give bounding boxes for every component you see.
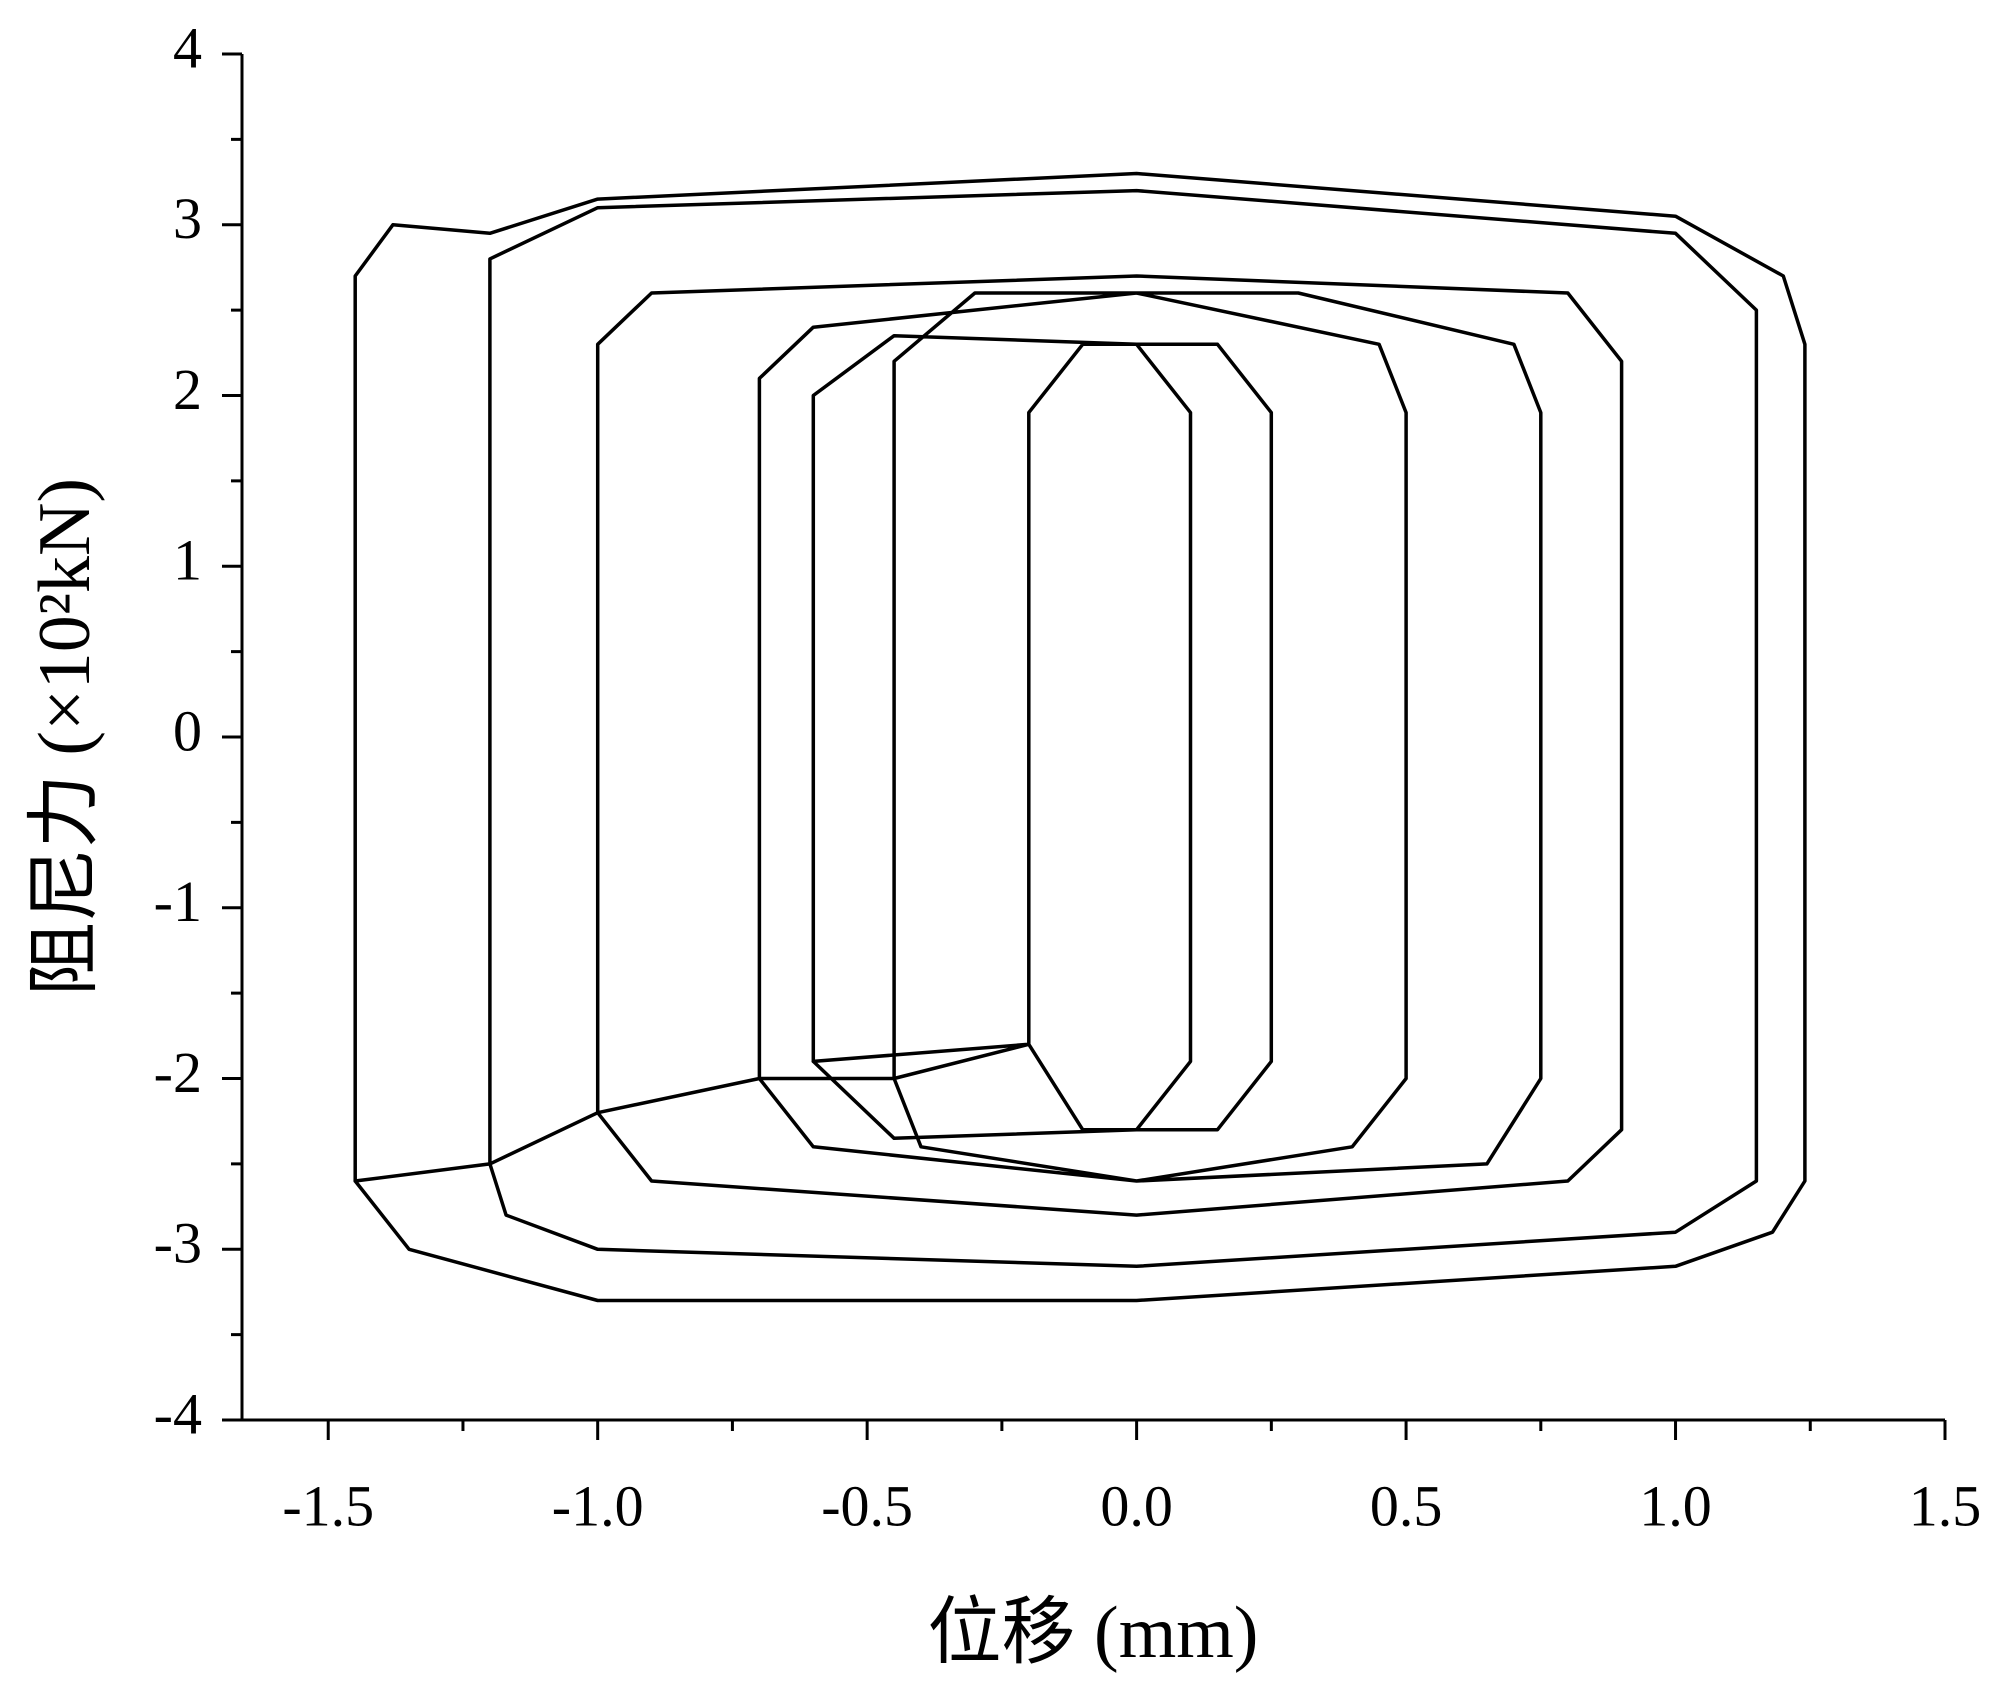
y-tick-label: -3 (154, 1211, 202, 1276)
x-tick-label: -1.0 (552, 1473, 644, 1538)
y-tick-label: 1 (173, 528, 202, 593)
y-tick-label: 4 (173, 15, 202, 80)
x-tick-label: 0.5 (1370, 1473, 1443, 1538)
y-axis-label: 阻尼力 (×10²kN) (24, 478, 106, 996)
x-tick-label: -0.5 (821, 1473, 913, 1538)
y-tick-label: -1 (154, 869, 202, 934)
y-tick-label: 2 (173, 357, 202, 422)
x-axis-label: 位移 (mm) (928, 1592, 1259, 1674)
x-tick-label: 0.0 (1100, 1473, 1173, 1538)
y-tick-label: -2 (154, 1040, 202, 1105)
x-tick-label: 1.5 (1909, 1473, 1982, 1538)
y-tick-label: -4 (154, 1381, 202, 1446)
x-tick-label: -1.5 (282, 1473, 374, 1538)
y-tick-label: 0 (173, 698, 202, 763)
y-tick-label: 3 (173, 186, 202, 251)
x-tick-label: 1.0 (1639, 1473, 1712, 1538)
hysteresis-line (353, 171, 1807, 1303)
